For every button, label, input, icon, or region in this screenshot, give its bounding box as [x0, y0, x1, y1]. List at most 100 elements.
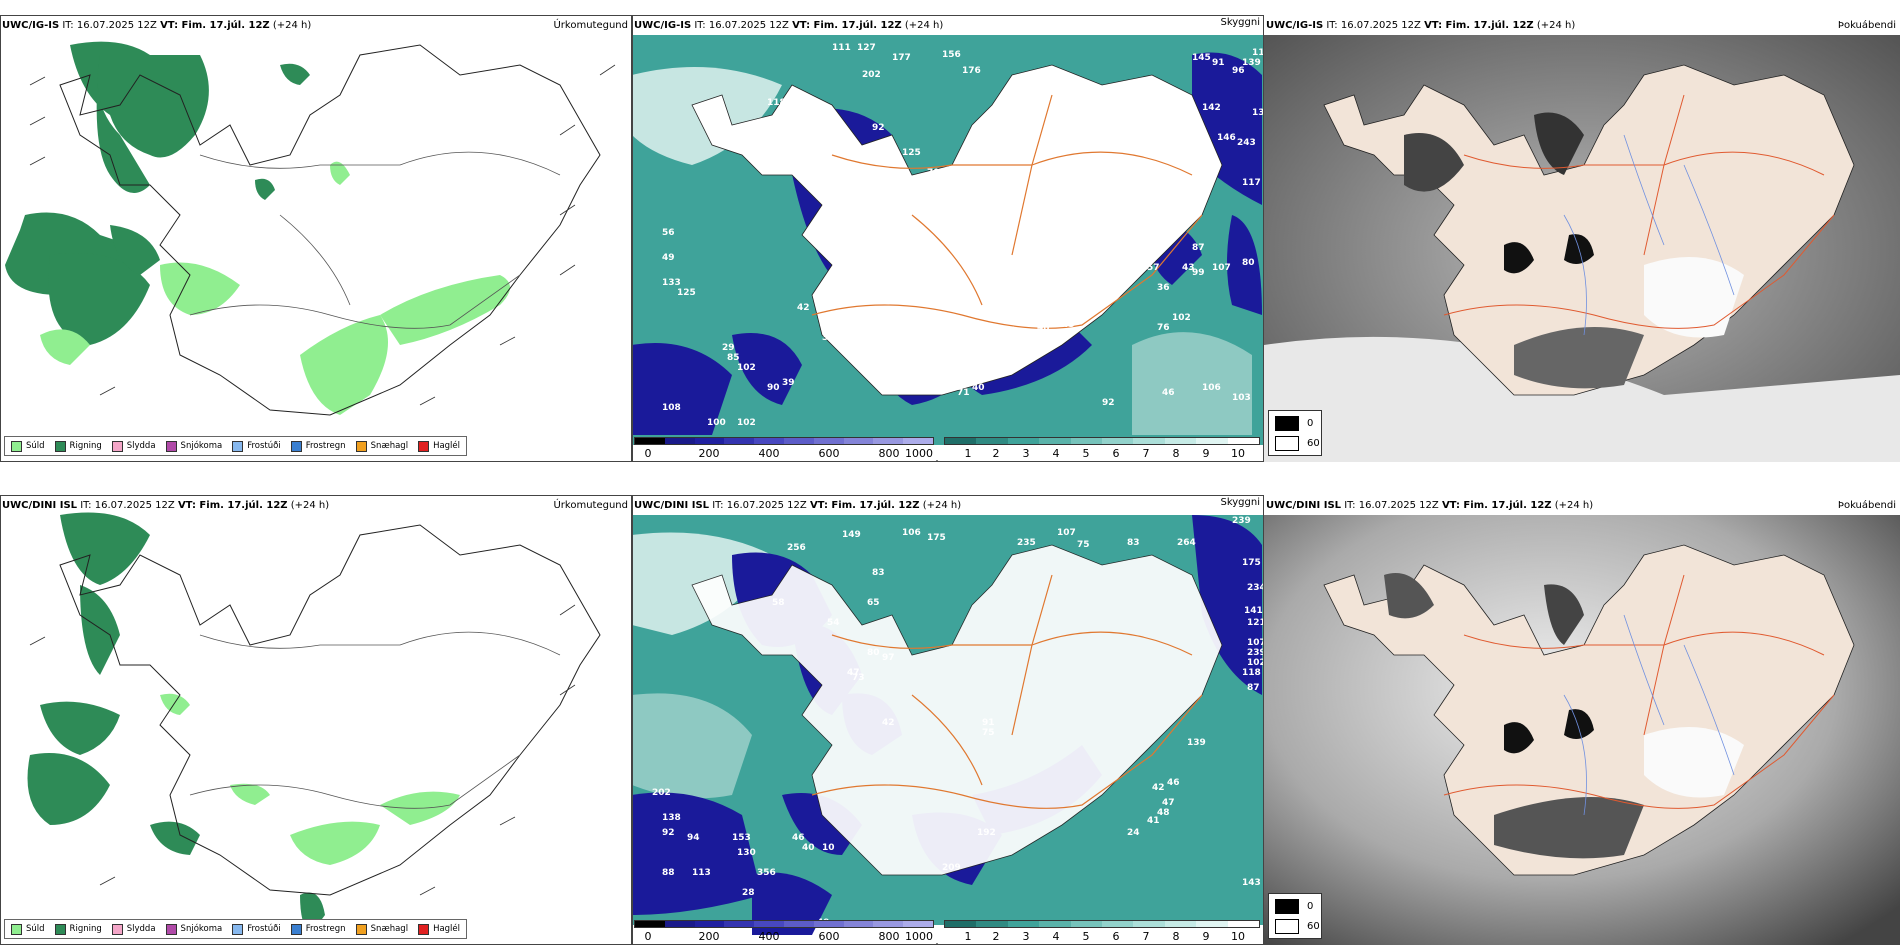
visibility-value-label: 113	[692, 868, 711, 878]
m-ticks: m02004006008001000	[632, 447, 934, 462]
visibility-value-label: 466	[872, 273, 891, 283]
visibility-value-label: 143	[1242, 878, 1261, 888]
lead-time: (+24 h)	[290, 500, 330, 511]
visibility-value-label: 153	[732, 833, 751, 843]
visibility-value-label: 145	[1192, 53, 1211, 63]
visibility-value-label: 256	[787, 543, 806, 553]
coastline	[59, 44, 601, 416]
legend-item-snjokoma: Snjókoma	[165, 440, 222, 452]
legend-item-haglel: Haglél	[418, 923, 460, 935]
visibility-value-label: 102	[737, 418, 756, 428]
visibility-value-label: 103	[1232, 393, 1251, 403]
km-unit: km	[935, 941, 952, 945]
legend-swatch	[111, 923, 123, 935]
visibility-value-label: 118	[767, 98, 786, 108]
legend-swatch	[355, 440, 367, 452]
visibility-value-label: 33	[1037, 343, 1050, 353]
visibility-value-label: 87	[1192, 243, 1205, 253]
header-top-fog: UWC/IG-IS IT: 16.07.2025 12Z VT: Fim. 17…	[1266, 20, 1575, 31]
legend-swatch	[165, 923, 177, 935]
visibility-value-label: 99	[1192, 268, 1205, 278]
visibility-value-label: 107	[1057, 528, 1076, 538]
legend-item-slydda: Slydda	[111, 440, 156, 452]
legend-swatch	[165, 440, 177, 452]
legend-swatch	[111, 440, 123, 452]
visibility-value-label: 135	[1252, 108, 1264, 118]
init-time: IT: 16.07.2025 12Z	[694, 20, 789, 31]
rivers	[1563, 134, 1735, 336]
fog-panel-top: UWC/IG-IS IT: 16.07.2025 12Z VT: Fim. 17…	[1264, 15, 1900, 462]
visibility-value-label: 46	[792, 833, 805, 843]
visibility-value-label: 125	[902, 148, 921, 158]
visibility-value-label: 239	[1247, 648, 1264, 658]
visibility-value-label: 118	[1242, 668, 1261, 678]
precip-type-panel-top: UWC/IG-IS IT: 16.07.2025 12Z VT: Fim. 17…	[0, 15, 632, 462]
legend-item-frostudi: Frostúði	[232, 923, 281, 935]
legend-item-frostregn: Frostregn	[290, 440, 346, 452]
roads	[1443, 574, 1835, 809]
model-name: UWC/DINI ISL	[634, 500, 710, 511]
visibility-value-label: 80	[867, 648, 880, 658]
legend-item-snaehagl: Snæhagl	[355, 923, 408, 935]
visibility-title: Skyggni	[1220, 497, 1260, 508]
legend-swatch	[418, 923, 430, 935]
lead-time: (+24 h)	[904, 20, 944, 31]
model-name: UWC/DINI ISL	[1266, 500, 1342, 511]
legend-item-snaehagl: Snæhagl	[355, 440, 408, 452]
visibility-value-label: 10	[822, 843, 835, 853]
visibility-value-label: 57	[1147, 263, 1160, 273]
visibility-value-label: 45	[932, 260, 945, 270]
visibility-value-label: 174	[832, 173, 851, 183]
model-name: UWC/IG-IS	[634, 20, 692, 31]
visibility-value-label: 118	[1252, 48, 1264, 58]
wind-barbs	[29, 64, 616, 406]
precip-legend-top: Súld Rigning Slydda Snjókoma Frostúði Fr…	[4, 436, 468, 456]
fog-panel-bottom: UWC/DINI ISL IT: 16.07.2025 12Z VT: Fim.…	[1264, 495, 1900, 945]
legend-swatch	[418, 440, 430, 452]
visibility-km-colorbar: km12345678910	[935, 920, 1260, 945]
visibility-value-label: 83	[872, 568, 885, 578]
visibility-value-label: 125	[677, 288, 696, 298]
visibility-value-label: 175	[1242, 558, 1261, 568]
visibility-value-label: 49	[662, 253, 675, 263]
visibility-value-label: 42	[1152, 783, 1165, 793]
visibility-value-label: 41	[1147, 816, 1160, 826]
visibility-value-label: 40	[802, 843, 815, 853]
legend-item-slydda: Slydda	[111, 923, 156, 935]
km-colorbar-gradient	[944, 437, 1260, 445]
visibility-value-label: 39	[782, 378, 795, 388]
visibility-value-label: 42	[882, 718, 895, 728]
init-time: IT: 16.07.2025 12Z	[80, 500, 175, 511]
visibility-value-label: 108	[662, 403, 681, 413]
visibility-value-label: 94	[687, 833, 700, 843]
visibility-value-labels: 1111271771561762021181459196118139146142…	[662, 43, 1264, 428]
legend-swatch	[232, 923, 244, 935]
valid-time: VT: Fim. 17.júl. 12Z	[1424, 20, 1534, 31]
fog-grey-south	[1514, 327, 1644, 389]
legend-item-rigning: Rigning	[54, 440, 102, 452]
visibility-value-label: 142	[1202, 103, 1221, 113]
legend-item-frostregn: Frostregn	[290, 923, 346, 935]
km-ticks: km12345678910	[935, 447, 1260, 462]
fog-legend-top: 0 60	[1268, 410, 1322, 456]
m-unit: m	[632, 458, 639, 462]
visibility-value-label: 75	[1077, 540, 1090, 550]
visibility-title: Skyggni	[1220, 17, 1260, 28]
model-name: UWC/IG-IS	[2, 20, 60, 31]
visibility-value-label: 91	[982, 718, 995, 728]
fog-white-area	[1644, 257, 1744, 338]
visibility-value-label: 116	[1187, 188, 1206, 198]
model-name: UWC/DINI ISL	[2, 500, 78, 511]
visibility-value-label: 60	[832, 223, 845, 233]
visibility-value-label: 46	[1167, 778, 1180, 788]
init-time: IT: 16.07.2025 12Z	[712, 500, 807, 511]
visibility-value-label: 235	[1017, 538, 1036, 548]
rain-areas	[5, 41, 310, 345]
visibility-map-top: 1111271771561762021181459196118139146142…	[632, 35, 1264, 445]
legend-item-snjokoma: Snjókoma	[165, 923, 222, 935]
fog-dark-areas	[1384, 573, 1594, 754]
visibility-value-label: 202	[652, 788, 671, 798]
visibility-value-label: 107	[1247, 638, 1264, 648]
